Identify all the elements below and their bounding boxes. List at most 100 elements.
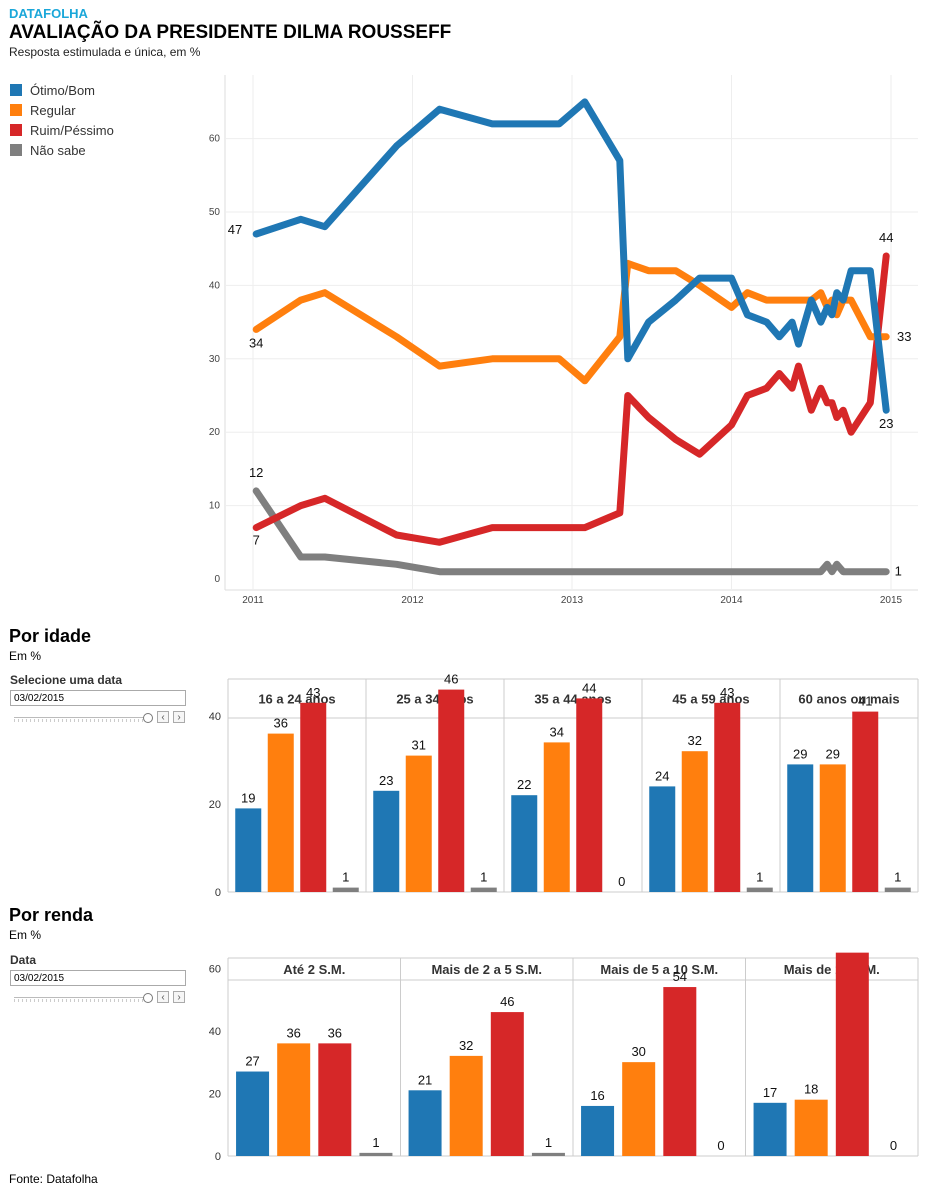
bar-1 [787, 764, 814, 892]
y-tick-label: 40 [209, 711, 221, 723]
section-title-income: Por renda [9, 905, 94, 925]
bar-4 [884, 887, 911, 892]
end-value-label: 1 [895, 564, 902, 579]
chevron-right-icon: › [177, 992, 181, 1003]
date-slider-income[interactable] [14, 992, 153, 1003]
end-value-label: 33 [897, 329, 911, 344]
bar-1 [649, 786, 676, 892]
bar-3 [318, 1043, 352, 1156]
bar-3 [852, 711, 879, 892]
bar-value-label: 32 [459, 1038, 473, 1053]
page-title: AVALIAÇÃO DA PRESIDENTE DILMA ROUSSEFF [9, 22, 452, 43]
legend-swatch [10, 84, 22, 96]
start-value-label: 7 [253, 533, 260, 548]
legend-label: Ruim/Péssimo [30, 122, 114, 138]
group-label: 16 a 24 anos [258, 692, 335, 707]
bar-2 [449, 1055, 483, 1156]
bar-value-label: 30 [631, 1044, 645, 1059]
bar-value-label: 22 [517, 777, 531, 792]
bar-value-label: 23 [379, 773, 393, 788]
series-line-3 [252, 252, 890, 546]
bar-2 [681, 751, 708, 892]
y-tick-label: 60 [209, 963, 221, 975]
section-title-age: Por idade [9, 626, 92, 646]
bar-2 [819, 764, 846, 892]
bar-value-label: 43 [720, 685, 734, 700]
bar-value-label: 1 [480, 870, 487, 885]
bar-2 [543, 742, 570, 892]
bar-1 [236, 1071, 270, 1156]
bar-value-label: 41 [858, 694, 872, 709]
bar-2 [405, 755, 432, 892]
date-filter-label-income: Data [10, 953, 37, 967]
page-subtitle: Resposta estimulada e única, em % [9, 45, 201, 59]
bar-value-label: 46 [444, 672, 458, 687]
bar-2 [622, 1062, 656, 1156]
y-tick-label: 20 [209, 427, 221, 438]
group-label: Mais de 2 a 5 S.M. [431, 962, 542, 977]
start-value-label: 12 [249, 465, 263, 480]
legend-swatch [10, 144, 22, 156]
group-label: 60 anos ou mais [798, 692, 899, 707]
date-filter-label-age: Selecione uma data [10, 673, 123, 687]
y-tick-label: 0 [215, 1151, 221, 1163]
start-value-label: 34 [249, 335, 263, 350]
y-tick-label: 20 [209, 1088, 221, 1100]
y-tick-label: 10 [209, 501, 221, 512]
x-tick-label: 2013 [561, 595, 584, 606]
slider-thumb[interactable] [143, 713, 153, 723]
next-date-button[interactable]: › [173, 711, 185, 723]
bar-value-label: 46 [500, 994, 514, 1009]
bar-1 [373, 790, 400, 892]
bar-3 [300, 702, 327, 892]
legend-item-otimo-bom[interactable]: Ótimo/Bom [10, 80, 114, 100]
date-input-age[interactable] [10, 690, 186, 706]
bar-value-label: 0 [618, 874, 625, 889]
bar-value-label: 43 [306, 685, 320, 700]
slider-thumb[interactable] [143, 993, 153, 1003]
legend: Ótimo/Bom Regular Ruim/Péssimo Não sabe [10, 80, 114, 160]
slider-track [14, 717, 150, 718]
group-label: Até 2 S.M. [283, 962, 345, 977]
bar-value-label: 19 [241, 790, 255, 805]
bar-value-label: 34 [550, 724, 564, 739]
x-tick-label: 2011 [242, 595, 264, 606]
bar-3 [438, 689, 465, 892]
bar-value-label: 0 [717, 1138, 724, 1153]
slider-ticks [14, 999, 150, 1002]
legend-item-ruim-pessimo[interactable]: Ruim/Péssimo [10, 120, 114, 140]
chevron-left-icon: ‹ [161, 712, 165, 723]
group-label: 45 a 59 anos [672, 692, 749, 707]
chevron-right-icon: › [177, 712, 181, 723]
legend-label: Não sabe [30, 142, 86, 158]
legend-item-nao-sabe[interactable]: Não sabe [10, 140, 114, 160]
bar-value-label: 29 [826, 746, 840, 761]
bar-value-label: 29 [793, 746, 807, 761]
date-input-income[interactable] [10, 970, 186, 986]
bar-3 [490, 1012, 524, 1156]
y-tick-label: 0 [215, 887, 221, 899]
y-tick-label: 40 [209, 280, 221, 291]
bar-value-label: 17 [763, 1085, 777, 1100]
prev-date-button[interactable]: ‹ [157, 711, 169, 723]
date-slider-age[interactable] [14, 712, 153, 723]
x-tick-label: 2012 [401, 595, 424, 606]
bar-value-label: 0 [890, 1138, 897, 1153]
y-tick-label: 0 [214, 574, 220, 585]
bar-value-label: 1 [894, 870, 901, 885]
bar-value-label: 31 [412, 738, 426, 753]
section-subtitle-income: Em % [9, 928, 42, 942]
source-note: Fonte: Datafolha [9, 1172, 98, 1186]
prev-date-button[interactable]: ‹ [157, 991, 169, 1003]
bar-value-label: 1 [545, 1135, 552, 1150]
x-tick-label: 2014 [720, 595, 743, 606]
series-line-4 [252, 487, 890, 576]
bar-value-label: 27 [245, 1054, 259, 1069]
legend-item-regular[interactable]: Regular [10, 100, 114, 120]
next-date-button[interactable]: › [173, 991, 185, 1003]
bar-1 [581, 1105, 615, 1156]
bar-2 [277, 1043, 311, 1156]
section-subtitle-age: Em % [9, 649, 42, 663]
bar-2 [794, 1099, 828, 1156]
y-tick-label: 40 [209, 1026, 221, 1038]
